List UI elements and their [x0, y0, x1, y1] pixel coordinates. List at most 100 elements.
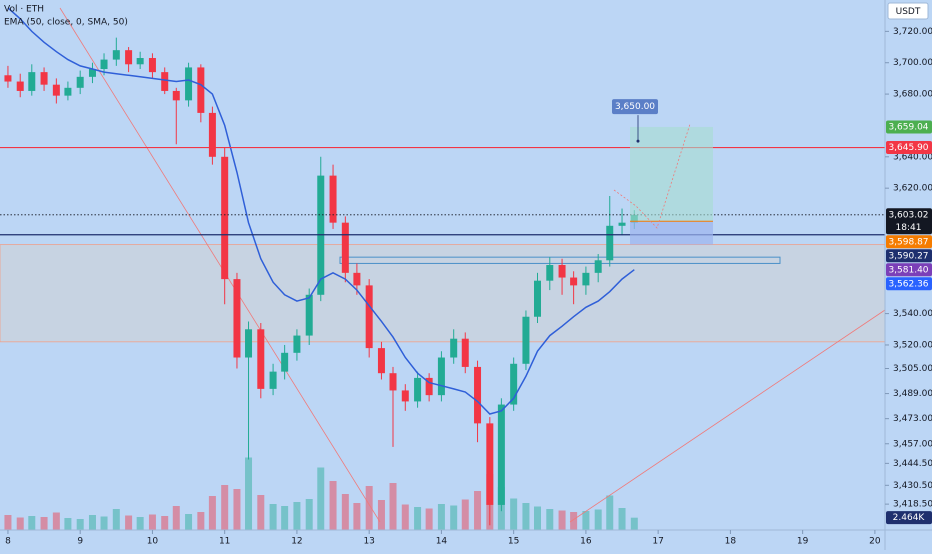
price-tag: [886, 120, 932, 134]
y-tick-label: 3,473.00: [893, 414, 932, 424]
y-tick-label: 3,680.00: [893, 90, 932, 100]
candle-body: [245, 329, 253, 358]
volume-bar: [233, 489, 241, 530]
candle-body: [389, 373, 397, 391]
candle-body: [305, 294, 313, 336]
volume-bar: [112, 509, 120, 530]
candle-body: [125, 50, 133, 65]
candle-body: [534, 280, 542, 317]
zone-layer: [0, 244, 886, 343]
legend-ema: EMA (50, close, 0, SMA, 50): [4, 18, 128, 28]
candle-body: [377, 348, 385, 374]
volume-bar: [534, 506, 542, 530]
currency-button[interactable]: [887, 2, 929, 20]
y-tick-label: 3,505.00: [893, 364, 932, 374]
volume-bar: [618, 508, 626, 530]
y-tick-label: 3,620.00: [893, 184, 932, 194]
price-tag: [886, 208, 932, 235]
candle-body: [4, 75, 12, 82]
candle-body: [197, 67, 205, 113]
y-tick-label: 3,640.00: [893, 152, 932, 162]
x-tick-label: 17: [652, 537, 663, 547]
candle-body: [437, 357, 445, 396]
y-tick-label: 3,489.00: [893, 389, 932, 399]
volume-bar: [257, 495, 265, 530]
volume-bar: [245, 457, 253, 530]
candle-body: [486, 423, 494, 505]
volume-bar: [630, 517, 638, 530]
volume-bar: [88, 515, 96, 530]
volume-bar: [100, 516, 108, 530]
volume-bar: [389, 483, 397, 530]
volume-bar: [197, 512, 205, 530]
legend-volume: Vol · ETH: [4, 5, 44, 15]
candle-body: [64, 87, 72, 96]
y-tick-label: 3,418.50: [893, 500, 932, 510]
candle-body: [281, 352, 289, 372]
volume-bar: [461, 499, 469, 530]
candle-body: [329, 175, 337, 223]
candle-body: [425, 377, 433, 396]
ema-line: [7, 7, 635, 415]
volume-bar: [52, 512, 60, 530]
projection-path: [613, 123, 691, 229]
target-label-box: [612, 99, 658, 115]
y-tick-label: 3,540.00: [893, 309, 932, 319]
volume-bar: [414, 507, 422, 530]
volume-bar: [329, 481, 337, 530]
candle-body: [233, 279, 241, 358]
volume-bar: [208, 496, 216, 530]
volume-bar: [125, 515, 133, 530]
volume-bar: [136, 517, 144, 530]
volume-bar: [341, 494, 349, 530]
candle-body: [148, 58, 156, 73]
volume-tag-label: 2.464K: [893, 513, 926, 523]
x-tick-label: 12: [291, 537, 302, 547]
price-tag: [886, 277, 932, 291]
position-profit: [630, 126, 713, 222]
volume-bar: [437, 504, 445, 530]
price-tag-label: 3,645.90: [888, 143, 928, 153]
y-tick-label: 3,720.00: [893, 27, 932, 37]
volume-bar: [64, 518, 72, 530]
volume-bar: [172, 506, 180, 530]
volume-bar: [269, 504, 277, 530]
price-tag-label: 3,590.27: [888, 251, 928, 261]
volume-bar: [522, 503, 530, 530]
currency-label[interactable]: USDT: [896, 7, 921, 17]
candle-body: [52, 84, 60, 96]
candle-body: [497, 404, 505, 505]
volume-bar: [185, 514, 193, 530]
candle-body: [208, 112, 216, 157]
x-tick-label: 14: [436, 537, 448, 547]
countdown: 18:41: [896, 223, 922, 233]
x-tick-label: 8: [5, 537, 11, 547]
volume-bar: [474, 491, 482, 530]
candle-body: [136, 58, 144, 65]
candle-body: [414, 377, 422, 402]
candle-body: [221, 156, 229, 280]
candle-body: [594, 260, 602, 273]
y-tick-label: 3,520.00: [893, 340, 932, 350]
x-tick-label: 11: [219, 537, 230, 547]
price-tag-label: 3,581.40: [888, 265, 928, 275]
y-tick-label: 3,457.00: [893, 439, 932, 449]
trend-line: [59, 7, 381, 523]
x-tick-label: 9: [77, 537, 83, 547]
candle-body: [76, 76, 84, 88]
price-tag: [886, 249, 932, 263]
volume-bar: [365, 486, 373, 530]
candle-body: [582, 272, 590, 286]
candle-body: [341, 222, 349, 273]
candle-body: [570, 277, 578, 286]
candle-body: [112, 50, 120, 60]
volume-bar: [570, 512, 578, 530]
volume-bar: [16, 517, 24, 530]
volume-bar: [558, 510, 566, 530]
target-label: 3,650.00: [615, 102, 655, 112]
candle-body: [100, 59, 108, 69]
volume-tag: [886, 511, 932, 525]
x-tick-label: 20: [869, 537, 881, 547]
candle-layer: [0, 7, 885, 526]
x-tick-label: 10: [147, 537, 159, 547]
